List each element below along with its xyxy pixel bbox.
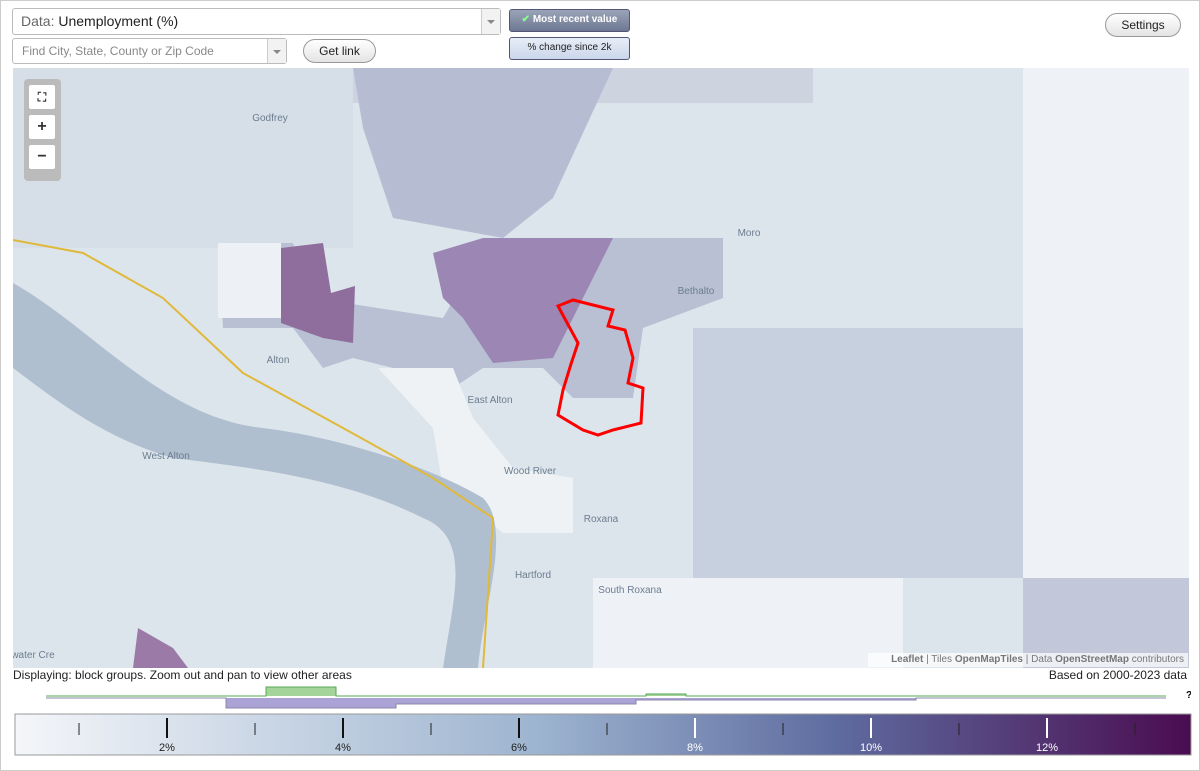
search-box[interactable]: Find City, State, County or Zip Code	[12, 38, 287, 64]
attr-leaflet[interactable]: Leaflet	[891, 654, 924, 665]
attr-data-source[interactable]: OpenStreetMap	[1055, 654, 1129, 665]
hist-green	[46, 686, 1166, 697]
region	[593, 578, 903, 668]
place-label: Alton	[267, 355, 290, 366]
region	[133, 628, 188, 668]
region	[281, 243, 355, 343]
river	[13, 283, 497, 668]
based-on: Based on 2000-2023 data	[1048, 668, 1187, 682]
histogram: ?	[46, 686, 1191, 709]
map[interactable]: Godfrey Moro Bethalto Alton East Alton West A…	[13, 68, 1189, 668]
place-label: Hartford	[515, 570, 551, 581]
data-select[interactable]: Data: Unemployment (%)	[12, 8, 501, 35]
place-label: Bethalto	[678, 286, 715, 297]
legend-tick-label: 2%	[159, 742, 175, 754]
region	[1023, 68, 1189, 668]
place-label: water Cre	[13, 650, 55, 661]
legend-tick-label: 4%	[335, 742, 351, 754]
zoom-control: ⛶ + −	[24, 79, 61, 181]
get-link-button[interactable]: Get link	[303, 39, 376, 63]
place-label: South Roxana	[598, 585, 662, 596]
color-legend: 2% 4% 6% 8% 10% 12%	[14, 713, 1192, 756]
data-value: Unemployment (%)	[58, 13, 179, 29]
attr-tiles-source[interactable]: OpenMapTiles	[954, 654, 1023, 665]
legend-bar	[14, 713, 1192, 756]
place-label: Roxana	[584, 514, 619, 525]
region	[378, 368, 573, 533]
selected-area	[555, 298, 645, 437]
displaying-note: Displaying: block groups. Zoom out and p…	[13, 668, 352, 682]
hist-purple	[46, 697, 1166, 709]
region	[13, 68, 353, 248]
most-recent-toggle[interactable]: ✔ Most recent value	[509, 9, 630, 32]
place-label: West Alton	[142, 451, 190, 462]
state-border	[13, 239, 495, 668]
most-recent-label: Most recent value	[532, 14, 618, 25]
region	[693, 328, 1023, 578]
data-label: Data:	[21, 13, 55, 29]
attr-contrib: contributors	[1131, 654, 1184, 665]
attribution: Leaflet | Tiles OpenMapTiles | Data Open…	[868, 653, 1188, 667]
zoom-in[interactable]: +	[29, 115, 55, 139]
help-mark[interactable]: ?	[1186, 690, 1191, 701]
zoom-out[interactable]: −	[29, 145, 55, 169]
region	[433, 238, 613, 363]
place-label: East Alton	[467, 395, 512, 406]
legend-tick-label: 6%	[511, 742, 527, 754]
place-label: Wood River	[504, 466, 557, 477]
attr-tiles: Tiles	[931, 654, 953, 665]
search-placeholder: Find City, State, County or Zip Code	[22, 44, 214, 58]
legend-tick-label: 8%	[687, 742, 703, 754]
legend-tick-label: 10%	[860, 742, 882, 754]
attr-data: Data	[1031, 654, 1053, 665]
region	[218, 243, 281, 318]
settings-button[interactable]: Settings	[1105, 13, 1181, 37]
fullscreen-button[interactable]: ⛶	[29, 85, 55, 109]
region	[353, 68, 613, 238]
change-toggle[interactable]: % change since 2k	[509, 37, 630, 60]
place-label: Godfrey	[252, 113, 288, 124]
legend-tick-label: 12%	[1036, 742, 1058, 754]
place-label: Moro	[738, 228, 761, 239]
